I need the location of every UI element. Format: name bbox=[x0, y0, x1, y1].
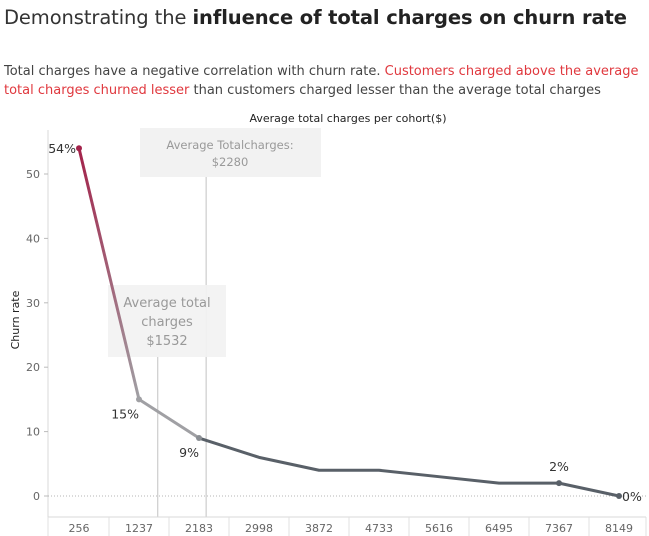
page-title: Demonstrating the influence of total cha… bbox=[4, 6, 627, 29]
y-tick-label: 50 bbox=[26, 168, 40, 181]
subtitle: Total charges have a negative correlatio… bbox=[4, 62, 644, 100]
y-tick-label: 10 bbox=[26, 426, 40, 439]
chart-title: Average total charges per cohort($) bbox=[249, 112, 446, 125]
data-point-marker bbox=[136, 396, 142, 403]
y-axis-label: Churn rate bbox=[9, 290, 22, 349]
annotation-text-1532: charges bbox=[141, 315, 193, 330]
x-tick-label: 256 bbox=[69, 522, 90, 535]
data-label: 15% bbox=[111, 406, 139, 421]
x-tick-label: 7367 bbox=[545, 522, 573, 535]
annotation-text-1532: Average total bbox=[123, 296, 210, 311]
y-tick-label: 0 bbox=[33, 490, 40, 503]
data-label: 2% bbox=[549, 459, 569, 474]
y-tick-label: 30 bbox=[26, 297, 40, 310]
annotation-box-1532 bbox=[108, 285, 226, 357]
data-point-marker bbox=[196, 435, 202, 442]
title-bold: influence of total charges on churn rate bbox=[192, 6, 627, 29]
data-label: 9% bbox=[179, 445, 199, 460]
subtitle-highlight: Customers charged above the average tota… bbox=[4, 64, 639, 98]
x-tick-label: 1237 bbox=[125, 522, 153, 535]
data-point-marker bbox=[556, 480, 562, 487]
x-tick-label: 3872 bbox=[305, 522, 333, 535]
series-segment-high bbox=[77, 146, 141, 401]
data-label: 0% bbox=[622, 489, 642, 504]
annotation-text-2280: Average Totalcharges: bbox=[166, 138, 293, 152]
x-tick-label: 8149 bbox=[605, 522, 633, 535]
annotation-box-2280 bbox=[140, 128, 321, 177]
x-tick-label: 6495 bbox=[485, 522, 513, 535]
series-segment-mid bbox=[137, 397, 201, 440]
subtitle-plain-1: Total charges have a negative correlatio… bbox=[4, 64, 385, 79]
annotation-text-1532: $1532 bbox=[146, 334, 187, 349]
title-plain: Demonstrating the bbox=[4, 6, 193, 29]
data-point-marker bbox=[76, 145, 82, 152]
data-label: 54% bbox=[48, 141, 76, 156]
x-tick-label: 4733 bbox=[365, 522, 393, 535]
y-tick-label: 40 bbox=[26, 232, 40, 245]
x-tick-label: 5616 bbox=[425, 522, 453, 535]
subtitle-plain-2: than customers charged lesser than the a… bbox=[189, 83, 601, 98]
data-point-marker bbox=[616, 493, 622, 499]
series-line-main bbox=[197, 436, 621, 498]
y-tick-label: 20 bbox=[26, 361, 40, 374]
x-tick-label: 2998 bbox=[245, 522, 273, 535]
annotation-text-2280: $2280 bbox=[212, 155, 249, 169]
x-tick-label: 2183 bbox=[185, 522, 213, 535]
